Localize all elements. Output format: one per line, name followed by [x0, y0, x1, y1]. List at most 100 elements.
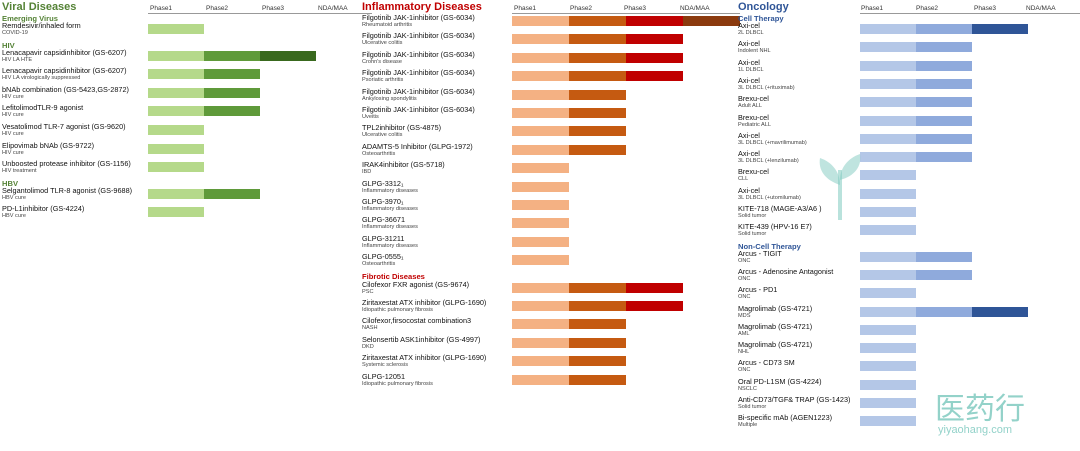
- pipeline-row: Lenacapavir capsidinhibitor (GS-6207) HIV…: [0, 66, 340, 84]
- phase-bar-segment-1: [860, 115, 916, 126]
- section-label: HIV: [2, 40, 15, 50]
- phase-header-3: Phase3: [262, 5, 285, 12]
- phase-bar: [860, 269, 972, 280]
- phase-bar: [860, 306, 1028, 317]
- pipeline-row: GLPG-36671 Inflammatory diseases: [360, 215, 735, 233]
- phase-bar: [512, 200, 569, 210]
- phase-bar-segment-2: [569, 337, 626, 348]
- drug-name: Ziritaxestat ATX inhibitor (GLPG-1690): [362, 298, 487, 307]
- pipeline-row: Selonsertib ASK1inhibitor (GS-4997) DKD: [360, 335, 735, 353]
- drug-name: Filgotinib JAK-1inhibitor (GS-6034): [362, 49, 475, 59]
- pipeline-row: KITE-718 (MAGE-A3/A6 ) Solid tumor: [736, 204, 1080, 222]
- indication-label: HIV treatment: [2, 168, 37, 175]
- indication-label: HIV cure: [2, 112, 24, 119]
- phase-bar: [860, 78, 972, 89]
- indication-label: Rheumatoid arthritis: [362, 22, 413, 28]
- pipeline-row: Remdesivir/inhaled form COVID-19: [0, 21, 340, 39]
- phase-bar-segment-2: [916, 60, 972, 71]
- phase-bar-segment-1: [860, 306, 916, 317]
- pipeline-row: TPL2inhibitor (GS-4875) Ulcerative coliti…: [360, 123, 735, 141]
- pipeline-row: PD-L1inhibitor (GS-4224) HBV cure: [0, 204, 340, 222]
- phase-bar: [860, 251, 972, 262]
- phase-bar-segment-1: [512, 181, 569, 192]
- drug-name: Arcus - PD1: [738, 285, 778, 295]
- phase-bar-segment-2: [569, 71, 626, 82]
- pipeline-row: Filgotinib JAK-1inhibitor (GS-6034) Crohn…: [360, 50, 735, 68]
- indication-label: ONC: [738, 275, 751, 282]
- phase-bar-segment-1: [860, 251, 916, 262]
- indication-label: 2L DLBCL: [738, 30, 764, 36]
- drug-name: Axi-cel: [738, 57, 760, 67]
- phase-bar-segment-3: [626, 282, 683, 293]
- phase-bar-segment-1: [860, 324, 916, 335]
- indication-label: Solid tumor: [738, 404, 767, 410]
- indication-label: AML: [738, 330, 750, 337]
- phase-bar-segment-1: [512, 301, 569, 311]
- phase-bar-segment-1: [512, 255, 569, 266]
- indication-label: Idiopathic pulmonary fibrosis: [362, 307, 433, 313]
- drug-name: GLPG-31211: [362, 233, 405, 243]
- phase-bar-segment-2: [569, 16, 626, 26]
- phase-bar-segment-2: [916, 97, 972, 108]
- pipeline-row: Brexu-cel Pediatric ALL: [736, 113, 1080, 131]
- phase-bar: [860, 343, 916, 354]
- indication-label: Idiopathic pulmonary fibrosis: [362, 380, 433, 387]
- phase-bar-segment-1: [860, 188, 916, 199]
- pipeline-row: Brexu-cel CLL: [736, 167, 1080, 185]
- phase-bar: [860, 42, 972, 53]
- pipeline-row: Filgotinib JAK-1inhibitor (GS-6034) Uveit…: [360, 105, 735, 123]
- phase-bar-segment-1: [512, 34, 569, 45]
- pipeline-row: Filgotinib JAK-1inhibitor (GS-6034) Ulcer…: [360, 31, 735, 49]
- drug-name: Lenacapavir capsidinhibitor (GS-6207): [2, 66, 127, 76]
- indication-label: Inflammatory diseases: [362, 187, 418, 194]
- phase-bar: [860, 324, 916, 335]
- indication-label: HBV cure: [2, 213, 26, 220]
- phase-bar-segment-1: [512, 163, 569, 174]
- drug-name: GLPG-3312₁: [362, 178, 404, 188]
- indication-label: Osteoarthritis: [362, 261, 396, 268]
- phase-bar-segment-1: [512, 71, 569, 82]
- phase-bar: [148, 106, 260, 117]
- phase-bar: [512, 89, 626, 100]
- pipeline-row: Lenacapavir capsidinhibitor (GS-6207) HIV…: [0, 48, 340, 66]
- phase-bar-segment-1: [512, 374, 569, 385]
- indication-label: COVID-19: [2, 30, 28, 36]
- phase-bar: [148, 87, 260, 98]
- phase-bar-segment-3: [626, 34, 683, 45]
- indication-label: CLL: [738, 176, 749, 183]
- indication-label: Systemic sclerosis: [362, 362, 409, 369]
- drug-name: Vesatolimod TLR-7 agonist (GS-9620): [2, 122, 126, 131]
- indication-label: HIV LA virologically suppressed: [2, 75, 81, 82]
- indication-label: Multiple: [738, 422, 758, 429]
- drug-name: LefitolimodTLR-9 agonist: [2, 103, 84, 113]
- pipeline-row: GLPG-3970₁ Inflammatory diseases: [360, 197, 735, 215]
- phase-bar-segment-1: [148, 24, 204, 34]
- drug-name: Selgantolimod TLR-8 agonist (GS-9688): [2, 185, 133, 195]
- phase-bar: [512, 71, 683, 82]
- phase-bar-segment-1: [512, 16, 569, 26]
- indication-label: Inflammatory diseases: [362, 224, 418, 231]
- phase-bar-segment-3: [626, 301, 683, 311]
- drug-name: Arcus - CD73 SM: [738, 358, 795, 368]
- phase-bar-segment-1: [860, 152, 916, 163]
- phase-bar-segment-2: [569, 52, 626, 63]
- pipeline-row: Ziritaxestat ATX inhibitor (GLPG-1690) Sy…: [360, 353, 735, 371]
- phase-bar: [512, 108, 626, 118]
- phase-bar-segment-2: [569, 356, 626, 367]
- indication-label: 3L DLBCL (+utomilumab): [738, 194, 801, 201]
- phase-bar-segment-2: [204, 50, 260, 61]
- phase-bar: [512, 163, 569, 174]
- phase-header-2: Phase2: [570, 5, 593, 12]
- phase-bar-segment-1: [512, 52, 569, 63]
- phase-bar-segment-1: [860, 398, 916, 408]
- phase-bar-segment-1: [860, 361, 916, 372]
- drug-name: GLPG-3970₁: [362, 197, 404, 206]
- drug-name: Arcus - TIGIT: [738, 248, 782, 258]
- pipeline-row: Magrolimab (GS-4721) MDS: [736, 304, 1080, 322]
- phase-bar-segment-1: [860, 60, 916, 71]
- phase-header-rule: [148, 13, 372, 14]
- pipeline-row: GLPG-31211 Inflammatory diseases: [360, 234, 735, 252]
- phase-bar: [860, 361, 916, 372]
- phase-bar-segment-1: [148, 125, 204, 135]
- section-label: Non-Cell Therapy: [738, 241, 801, 251]
